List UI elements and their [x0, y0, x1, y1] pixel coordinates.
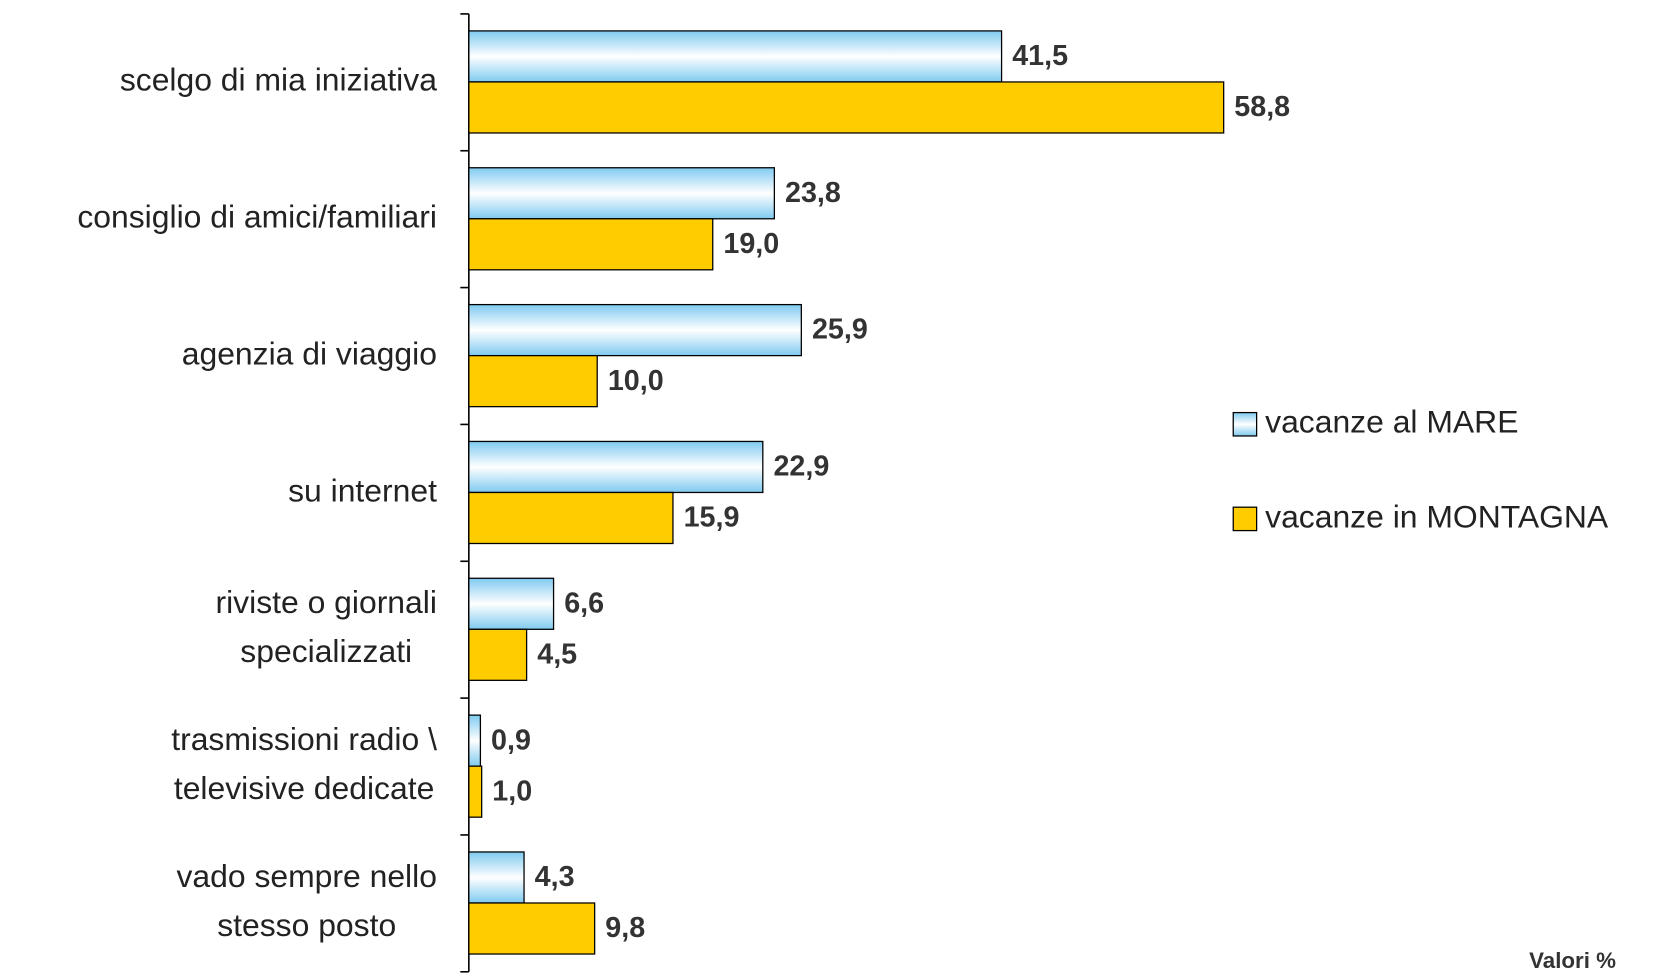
- value-label: 25,9: [812, 314, 868, 346]
- bar: [468, 30, 1003, 83]
- bar: [468, 81, 1225, 134]
- category-line: trasmissioni radio \: [171, 721, 437, 757]
- category-label: vado sempre nello stesso posto: [176, 858, 436, 943]
- category-label: agenzia di viaggio: [182, 335, 437, 371]
- value-label: 41,5: [1012, 40, 1068, 72]
- note: Valori %: [1529, 948, 1616, 973]
- bar: [468, 167, 776, 220]
- bar: [468, 303, 802, 357]
- bar: [468, 902, 596, 955]
- bar: [468, 440, 764, 494]
- value-label: 6,6: [564, 587, 604, 619]
- category-line: vado sempre nello: [176, 858, 436, 894]
- category-line: riviste o giornali: [215, 585, 436, 621]
- bar: [468, 354, 598, 408]
- legend-label: vacanze in MONTAGNA: [1265, 498, 1609, 534]
- legend-label: vacanze al MARE: [1265, 404, 1518, 440]
- bar: [468, 628, 528, 681]
- value-label: 22,9: [773, 451, 829, 483]
- legend-swatch: [1232, 506, 1258, 532]
- category-label: su internet: [288, 472, 437, 508]
- bar: [468, 218, 714, 271]
- value-label: 1,0: [492, 775, 532, 807]
- value-label: 19,0: [723, 228, 779, 260]
- value-label: 58,8: [1234, 91, 1290, 123]
- category-line: specializzati: [240, 634, 412, 670]
- category-label: trasmissioni radio \ televisive dedicate: [171, 721, 437, 806]
- value-label: 9,8: [605, 912, 645, 944]
- category-line: televisive dedicate: [174, 770, 434, 806]
- bar: [468, 851, 525, 904]
- category-label: consiglio di amici/familiari: [77, 199, 437, 235]
- value-label: 15,9: [684, 502, 740, 534]
- category-label: riviste o giornali specializzati: [215, 585, 436, 670]
- legend-swatch: [1232, 411, 1258, 437]
- category-line: stesso posto: [217, 907, 396, 943]
- bar: [468, 765, 483, 818]
- value-label: 23,8: [785, 177, 841, 209]
- bar: [468, 491, 674, 545]
- category-label: scelgo di mia iniziativa: [120, 62, 437, 98]
- bar: [468, 714, 482, 767]
- bar: [468, 577, 555, 630]
- value-label: 0,9: [491, 724, 531, 756]
- value-label: 4,3: [535, 861, 575, 893]
- value-label: 10,0: [608, 365, 664, 397]
- value-label: 4,5: [537, 638, 577, 670]
